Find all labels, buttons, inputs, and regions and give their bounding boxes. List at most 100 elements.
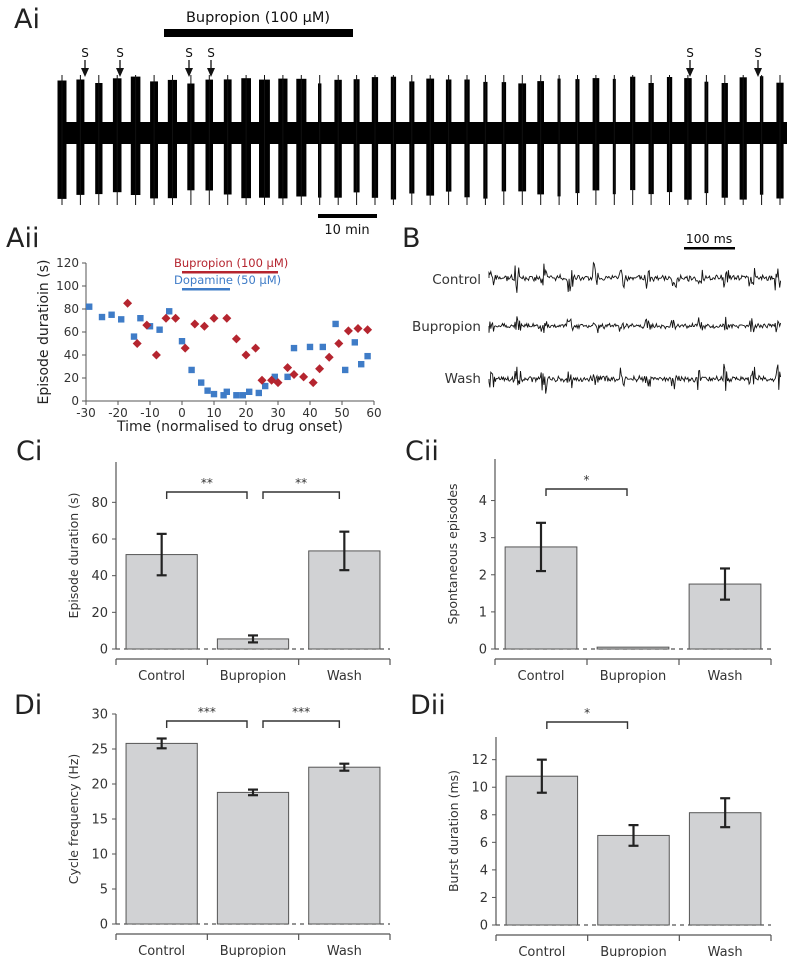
trace-label-bupropion: Bupropion bbox=[412, 319, 481, 335]
y-axis-title: Burst duration (ms) bbox=[446, 770, 461, 892]
data-point-dopamine bbox=[262, 382, 269, 390]
bar-bupropion bbox=[597, 834, 670, 926]
y-tick-label: 12 bbox=[471, 753, 488, 768]
data-point-dopamine bbox=[364, 352, 371, 360]
data-point-dopamine bbox=[351, 339, 358, 346]
x-tick-label: 50 bbox=[334, 406, 349, 420]
data-point-dopamine bbox=[118, 316, 125, 323]
trace-waveform bbox=[488, 261, 782, 293]
y-tick-label: 0 bbox=[479, 643, 487, 658]
ms-scale-bar bbox=[684, 247, 735, 250]
annotation-bar bbox=[182, 288, 230, 291]
category-label: Control bbox=[518, 945, 565, 957]
significance-marker: ** bbox=[201, 476, 213, 490]
bar-chart-cycle-frequency: 0 5 10 15 20 25 30 Cycle frequency (Hz) Control B… bbox=[66, 705, 391, 957]
panel-label-ai: Ai bbox=[14, 4, 40, 35]
data-point-dopamine bbox=[255, 389, 262, 397]
y-axis-title: Spontaneous episodes bbox=[445, 483, 460, 624]
y-tick-label: 0 bbox=[480, 919, 488, 934]
y-tick-label: 20 bbox=[91, 606, 108, 621]
drug-application-bar bbox=[164, 29, 353, 37]
bar-control bbox=[505, 775, 579, 926]
panel-label-b: B bbox=[402, 223, 421, 254]
data-point-dopamine bbox=[290, 344, 298, 352]
data-point-bupropion bbox=[151, 350, 161, 360]
annotation-bar bbox=[182, 271, 278, 274]
time-scale-label: 10 min bbox=[324, 223, 369, 238]
x-axis-title: Time (normalised to drug onset) bbox=[116, 419, 343, 435]
y-tick-label: 0 bbox=[71, 394, 79, 408]
category-label: Wash bbox=[708, 945, 743, 957]
stim-label: S bbox=[185, 46, 193, 60]
x-tick-label: -20 bbox=[108, 406, 128, 420]
panel-label-cii: Cii bbox=[405, 436, 439, 467]
data-point-bupropion bbox=[353, 324, 363, 334]
stim-label: S bbox=[686, 46, 694, 60]
baseline-noise bbox=[58, 122, 787, 144]
significance-bracket bbox=[545, 488, 628, 496]
y-tick-label: 0 bbox=[100, 643, 108, 658]
data-point-bupropion bbox=[315, 364, 325, 374]
stim-label: S bbox=[81, 46, 89, 60]
significance-bracket bbox=[546, 721, 629, 729]
data-point-dopamine bbox=[204, 387, 211, 394]
data-point-bupropion bbox=[289, 370, 299, 380]
bar-control bbox=[125, 742, 198, 925]
data-point-dopamine bbox=[220, 392, 227, 399]
x-tick-label: -10 bbox=[140, 406, 160, 420]
panel-aii: Aii 0 20 40 60 80 100 120 -30 -20 -10 0 10 20 30 40 50 6… bbox=[6, 223, 382, 435]
panel-label-ci: Ci bbox=[16, 436, 42, 467]
ms-scale-label: 100 ms bbox=[686, 231, 733, 246]
stim-arrow-icon bbox=[81, 68, 89, 77]
y-tick-label: 6 bbox=[480, 836, 488, 851]
data-point-dopamine bbox=[284, 373, 291, 381]
data-point-bupropion bbox=[283, 363, 293, 373]
data-point-dopamine bbox=[86, 303, 93, 310]
category-label: Control bbox=[138, 944, 185, 957]
category-label: Wash bbox=[327, 669, 362, 684]
y-tick-label: 80 bbox=[91, 496, 108, 511]
significance-marker: * bbox=[584, 473, 590, 487]
trace-label-control: Control bbox=[432, 272, 481, 288]
y-tick-label: 10 bbox=[471, 781, 488, 796]
y-tick-label: 120 bbox=[56, 256, 79, 270]
y-tick-label: 3 bbox=[479, 531, 487, 546]
data-point-bupropion bbox=[123, 298, 133, 308]
y-tick-label: 2 bbox=[479, 568, 487, 583]
data-point-bupropion bbox=[209, 313, 219, 323]
significance-marker: *** bbox=[292, 705, 310, 719]
x-tick-label: 20 bbox=[238, 406, 253, 420]
x-tick-label: 10 bbox=[206, 406, 221, 420]
panel-dii: Dii 0 2 4 6 8 10 12 Burst duration (ms) Control B… bbox=[410, 690, 772, 957]
x-tick-label: 0 bbox=[178, 406, 186, 420]
bar-chart-spontaneous-episodes: 0 1 2 3 4 Spontaneous episodes Control Bupropio… bbox=[445, 459, 772, 684]
stim-label: S bbox=[116, 46, 124, 60]
data-point-dopamine bbox=[342, 366, 349, 374]
y-tick-label: 4 bbox=[479, 494, 487, 509]
bar-wash bbox=[308, 766, 381, 925]
bar-bupropion bbox=[596, 646, 670, 650]
data-point-bupropion bbox=[231, 334, 241, 344]
trace-waveform bbox=[488, 363, 782, 394]
data-point-bupropion bbox=[334, 339, 344, 348]
annotation-label: Bupropion (100 µM) bbox=[174, 256, 288, 270]
data-point-dopamine bbox=[137, 315, 144, 322]
panel-b: B 100 ms Control Bupropion Wash bbox=[402, 223, 782, 394]
data-point-bupropion bbox=[299, 372, 309, 382]
data-point-dopamine bbox=[319, 343, 326, 351]
data-point-dopamine bbox=[188, 366, 195, 374]
x-tick-label: 60 bbox=[366, 406, 381, 420]
panel-label-aii: Aii bbox=[6, 223, 39, 254]
category-label: Bupropion bbox=[600, 945, 666, 957]
bar-bupropion bbox=[216, 791, 290, 925]
data-point-bupropion bbox=[251, 343, 261, 353]
stim-arrow-icon bbox=[754, 68, 762, 77]
data-point-dopamine bbox=[178, 338, 186, 345]
y-tick-label: 60 bbox=[64, 325, 79, 339]
significance-marker: ** bbox=[295, 476, 307, 490]
data-point-bupropion bbox=[343, 326, 353, 336]
data-point-bupropion bbox=[171, 313, 181, 323]
y-tick-label: 40 bbox=[91, 569, 108, 584]
panel-label-dii: Dii bbox=[410, 690, 446, 721]
